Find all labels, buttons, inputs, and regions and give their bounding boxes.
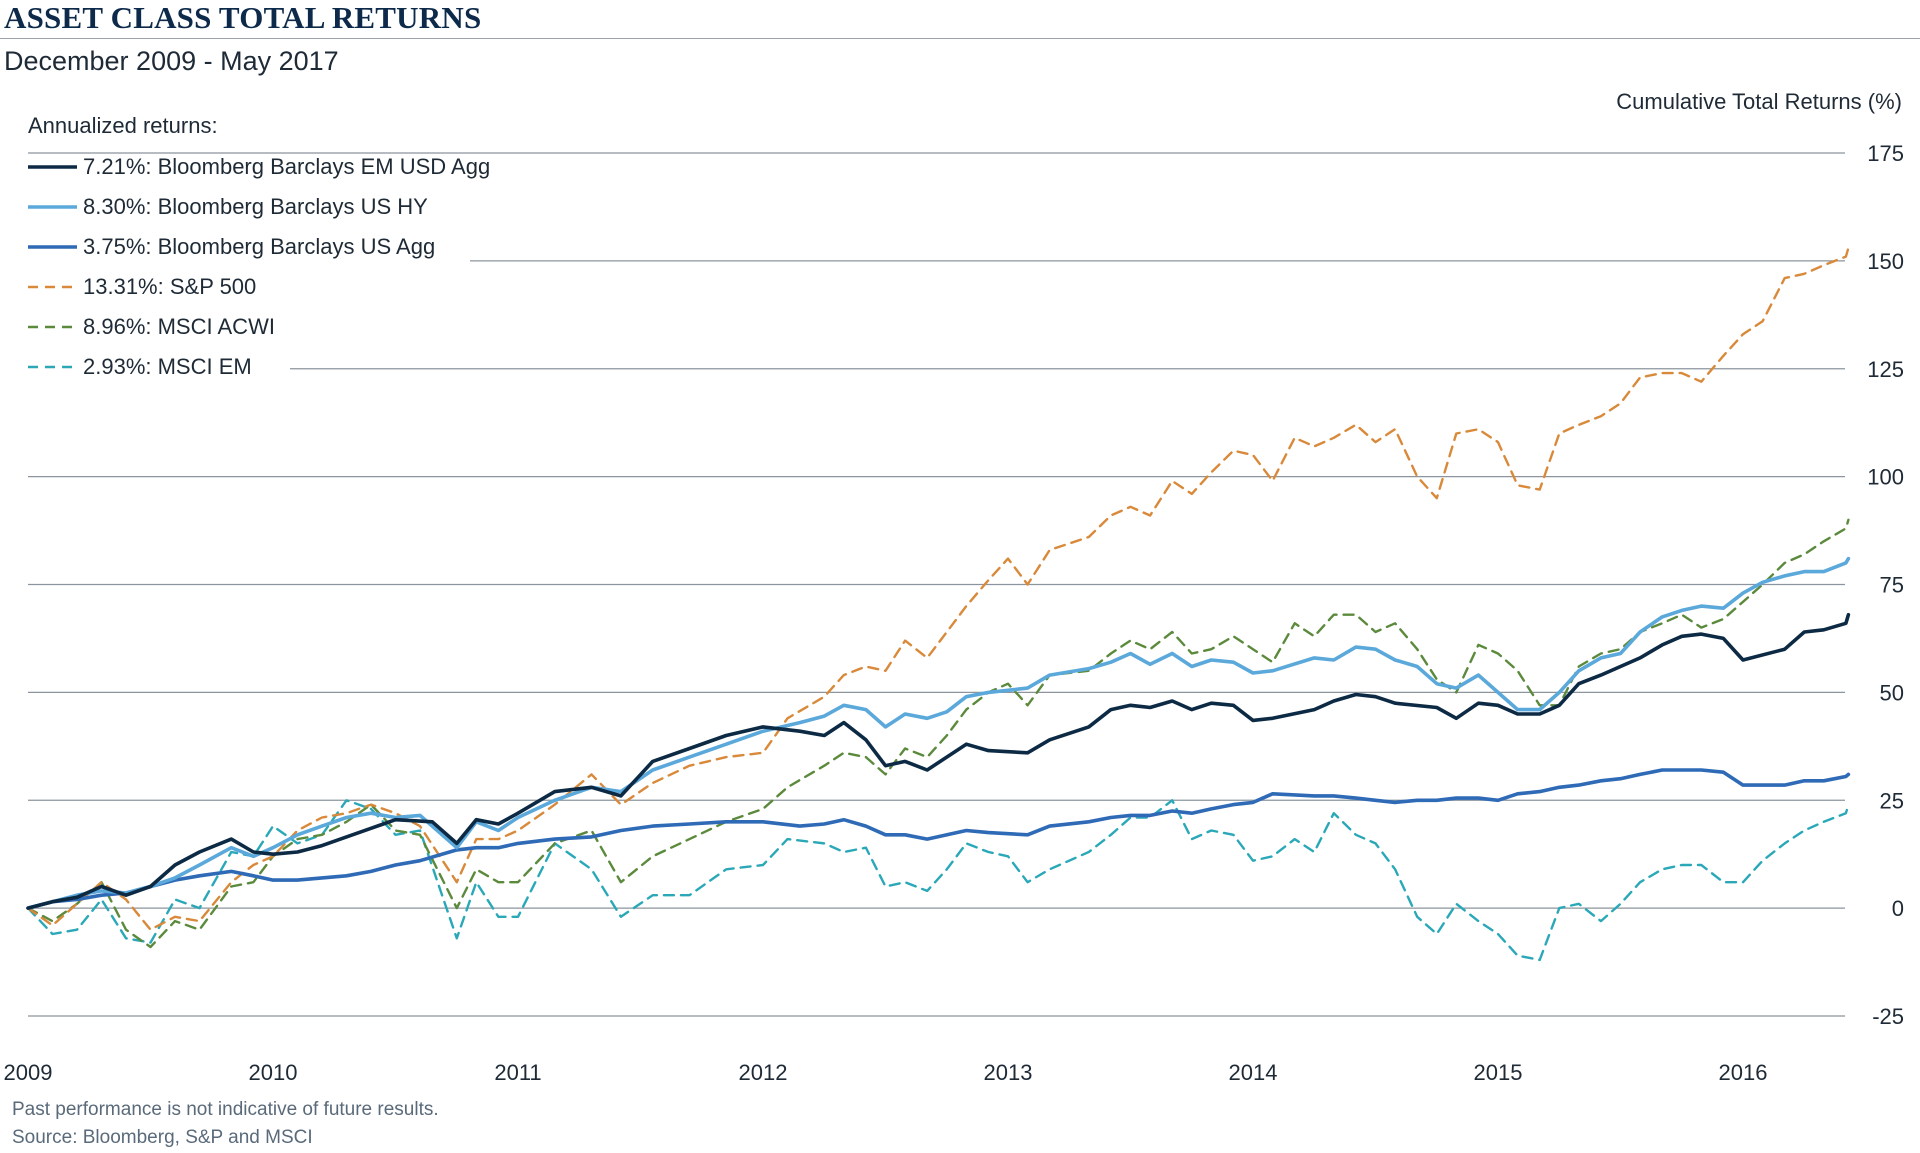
source-note: Source: Bloomberg, S&P and MSCI — [12, 1127, 313, 1148]
x-tick-label: 2009 — [4, 1060, 53, 1085]
y-axis-label: Cumulative Total Returns (%) — [1616, 89, 1902, 114]
legend-label: 8.96%: MSCI ACWI — [83, 314, 275, 339]
series-line — [26, 768, 1851, 910]
x-tick-label: 2014 — [1229, 1060, 1278, 1085]
series-lines — [26, 246, 1851, 962]
x-axis-ticks: 2009 2010 2011 2012 2013 2014 2015 2016 — [4, 1060, 1768, 1085]
title-divider — [0, 38, 1920, 39]
y-tick-label: 125 — [1867, 357, 1904, 382]
y-tick-label: 150 — [1867, 249, 1904, 274]
y-tick-label: 50 — [1880, 680, 1904, 705]
footnote: Past performance is not indicative of fu… — [12, 1099, 439, 1120]
grid-lines — [28, 152, 1845, 1017]
x-tick-label: 2016 — [1719, 1060, 1768, 1085]
series-line — [26, 556, 1851, 910]
legend-label: 7.21%: Bloomberg Barclays EM USD Agg — [83, 154, 490, 179]
series-line — [26, 612, 1851, 910]
legend: 7.21%: Bloomberg Barclays EM USD Agg 8.30… — [28, 154, 490, 379]
y-tick-label: 75 — [1880, 573, 1904, 598]
chart-title: ASSET CLASS TOTAL RETURNS — [4, 0, 482, 35]
chart-subtitle: December 2009 - May 2017 — [4, 46, 339, 76]
y-tick-label: 100 — [1867, 465, 1904, 490]
series-line — [26, 246, 1850, 931]
y-tick-label: 0 — [1892, 896, 1904, 921]
legend-title: Annualized returns: — [28, 113, 218, 138]
legend-label: 8.30%: Bloomberg Barclays US HY — [83, 194, 428, 219]
y-tick-label: 175 — [1867, 141, 1904, 166]
series-line — [26, 799, 1850, 962]
x-tick-label: 2013 — [984, 1060, 1033, 1085]
x-tick-label: 2012 — [739, 1060, 788, 1085]
series-line — [26, 518, 1850, 949]
x-tick-label: 2011 — [494, 1060, 541, 1085]
x-tick-label: 2015 — [1474, 1060, 1523, 1085]
x-tick-label: 2010 — [249, 1060, 298, 1085]
legend-label: 2.93%: MSCI EM — [83, 354, 252, 379]
y-tick-label: -25 — [1872, 1004, 1904, 1029]
y-tick-label: 25 — [1880, 788, 1904, 813]
y-axis-ticks: -25 0 25 50 75 100 125 150 175 — [1867, 141, 1904, 1029]
legend-label: 13.31%: S&P 500 — [83, 274, 256, 299]
legend-label: 3.75%: Bloomberg Barclays US Agg — [83, 234, 435, 259]
